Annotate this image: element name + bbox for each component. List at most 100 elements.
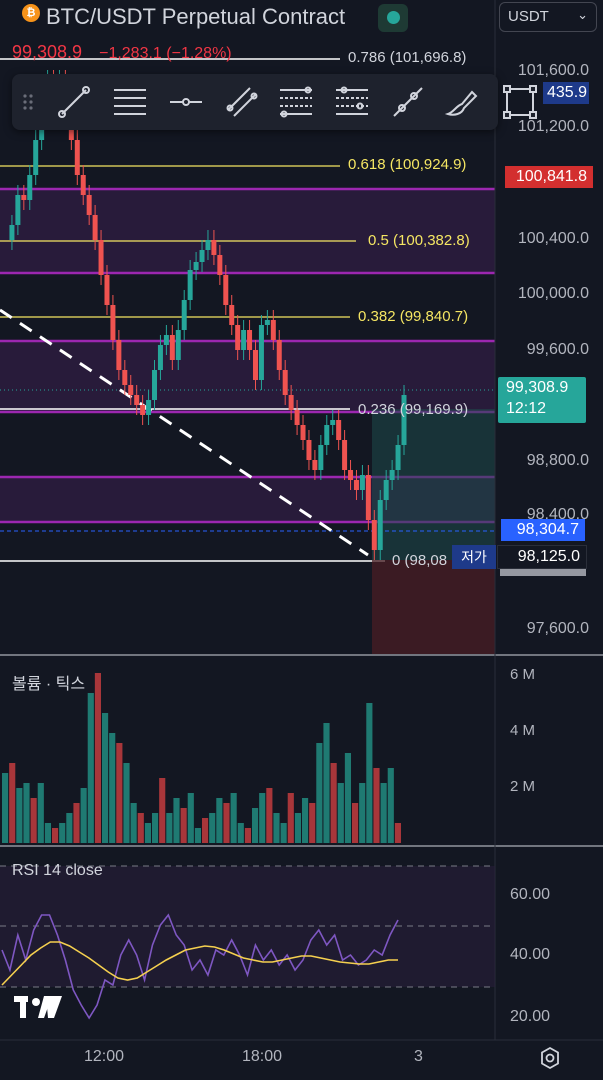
candle [169,335,175,360]
candle [389,470,395,480]
price-axis-label: 98,800.0 [526,452,589,469]
candle [116,340,122,370]
pitchfork-icon[interactable] [390,84,426,120]
candle [300,425,306,440]
grip-icon[interactable] [14,84,42,120]
low-price-label: 저가 [452,545,496,569]
volume-bar [216,798,223,843]
candle [371,520,377,550]
candle [383,480,389,500]
volume-bar [159,778,166,843]
candle [318,445,324,470]
candle [276,340,282,370]
chevron-down-icon: ⌄ [577,7,588,22]
candle [247,330,253,350]
candle [33,140,39,175]
candle [353,480,359,490]
candle [270,320,276,340]
volume-bar [202,818,209,843]
fib-level-0236-label: 0.236 (99,169.9) [358,401,469,418]
volume-bar [9,763,16,843]
candle [110,305,116,340]
volume-bar [344,753,351,843]
volume-bar [187,793,194,843]
price-axis-label: 101,600.0 [517,62,589,79]
candle [288,395,294,410]
volume-bar [266,788,273,843]
volume-pane-title[interactable]: 볼륨 · 틱스 [12,676,86,693]
candle [21,195,27,200]
price-axis-label: 98,400.0 [526,506,589,523]
volume-bar [130,803,137,843]
candle [9,225,15,240]
fib-extension-icon[interactable] [334,84,370,120]
trend-line-icon[interactable] [56,84,92,120]
current-price-tag: 99,308.9 12:12 [498,377,586,423]
price-tag-blue: 98,304.7 [501,519,585,541]
volume-bar [330,763,337,843]
candle [229,305,235,325]
candle [146,400,152,415]
parallel-channel-icon[interactable] [224,84,260,120]
volume-bar [173,798,180,843]
volume-bar [44,823,51,843]
candle [163,335,169,345]
volume-bar [287,793,294,843]
rsi-pane-title[interactable]: RSI 14 close [12,862,103,879]
volume-bar [16,788,23,843]
candle [324,425,330,445]
brush-icon[interactable] [444,84,480,120]
candle [92,215,98,240]
volume-bar [237,823,244,843]
candle [258,325,264,380]
currency-select[interactable]: USDT ⌄ [499,2,597,32]
candle [187,270,193,300]
price-summary: 99,308.9 −1,283.1 (−1.28%) [12,42,232,63]
candle [134,395,140,405]
volume-bar [180,808,187,843]
volume-bar [123,763,130,843]
volume-bar [366,703,373,843]
settings-icon[interactable] [538,1046,562,1070]
volume-bar [373,768,380,843]
candle [365,475,371,520]
candle [128,385,134,395]
horizontal-ray-icon[interactable] [168,84,204,120]
candle [223,275,229,305]
volume-bar [102,713,109,843]
candle [359,475,365,490]
volume-axis-label: 6 M [510,666,536,683]
fib-level-0618-label: 0.618 (100,924.9) [348,156,467,173]
position-target-zone [372,409,495,560]
market-open-icon [387,11,400,24]
symbol-title[interactable]: BTC/USDT Perpetual Contract [46,4,346,29]
volume-bar [394,823,401,843]
tradingview-logo [14,994,64,1020]
volume-bar [194,828,201,843]
rectangle-icon[interactable] [500,84,540,120]
candle [152,370,158,400]
candle [98,240,104,275]
candle [241,330,247,350]
volume-bar [137,813,144,843]
candle [348,470,354,480]
candle [282,370,288,395]
candle [104,275,110,305]
volume-bar [259,793,266,843]
fib-retracement-icon[interactable] [278,84,314,120]
volume-bar [23,783,30,843]
volume-bar [2,773,9,843]
volume-bar [109,733,116,843]
candle [211,240,217,255]
volume-bar [280,823,287,843]
volume-bar [273,813,280,843]
time-axis-label: 18:00 [242,1048,283,1065]
volume-bar [80,788,87,843]
rsi-axis-label: 60.00 [510,886,551,903]
volume-bar [230,793,237,843]
rsi-ma-line [1,941,398,986]
horizontal-lines-icon[interactable] [112,84,148,120]
candle [235,325,241,350]
candle [377,500,383,550]
